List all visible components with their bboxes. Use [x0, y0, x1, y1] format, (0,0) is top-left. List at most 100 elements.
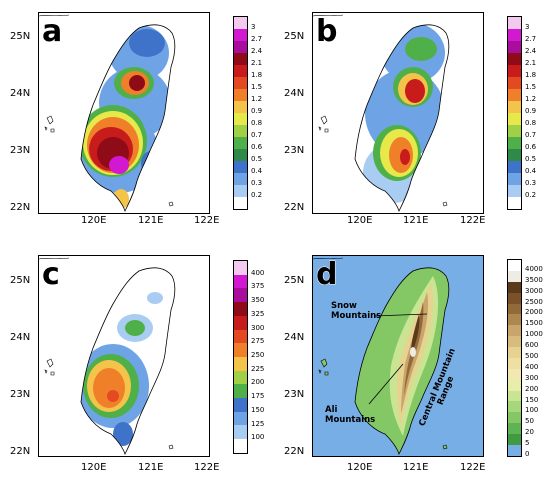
colorbar-swatch [508, 281, 521, 293]
colorbar-label: 2000 [525, 308, 543, 317]
colorbar-label: 3000 [525, 286, 543, 295]
colorbar-label: 2.4 [525, 47, 537, 55]
colorbar-label: 275 [251, 337, 265, 346]
colorbar-label: 200 [251, 378, 265, 387]
colorbar-swatch [508, 113, 521, 125]
colorbar-label: 200 [525, 384, 539, 393]
colorbar-label: 400 [251, 268, 265, 277]
colorbar-label: 175 [251, 392, 265, 401]
colorbar-swatch [234, 343, 247, 357]
colorbar-label: 2.1 [525, 59, 537, 67]
colorbar-swatch [234, 65, 247, 77]
colorbar-label: 300 [251, 323, 265, 332]
colorbar-label: 0.3 [251, 179, 263, 187]
colorbar-swatch [508, 292, 521, 304]
colorbar-label: 3 [525, 23, 530, 31]
colorbar-swatch [508, 101, 521, 113]
colorbar-swatch [508, 173, 521, 185]
colorbar-label: 0.5 [251, 155, 263, 163]
map-frame-d: d Snow Mountains Central Mountain Range Al… [312, 255, 484, 457]
colorbar-label: 350 [251, 296, 265, 305]
colorbar-swatch [508, 125, 521, 137]
colorbar-swatch [234, 329, 247, 344]
colorbar-swatch [234, 370, 247, 385]
colorbar-swatch [508, 434, 521, 445]
colorbar-swatch [508, 401, 521, 413]
lat-tick-d-22: 22N [284, 446, 305, 457]
colorbar-swatch [508, 149, 521, 161]
lon-tick-c-120: 120E [81, 462, 107, 473]
colorbar-label: 225 [251, 364, 265, 373]
colorbar-label: 4000 [525, 264, 543, 273]
colorbar-swatch [508, 423, 521, 434]
colorbar-swatch [234, 315, 247, 330]
colorbar-label: 0.2 [525, 191, 537, 199]
map-frame-a: a [38, 12, 210, 214]
colorbar-label: 325 [251, 309, 265, 318]
colorbar-swatch [508, 368, 521, 380]
snow-mountains-label: Snow Mountains [331, 301, 382, 321]
lon-tick-d-122: 122E [460, 462, 486, 473]
colorbar-swatch [508, 77, 521, 89]
colorbar-swatch [508, 357, 521, 369]
colorbar-swatch [234, 137, 247, 149]
colorbar-label: 300 [525, 373, 539, 382]
colorbar-swatch [234, 125, 247, 137]
colorbar-c [233, 260, 248, 454]
colorbar-label: 250 [251, 351, 265, 359]
colorbar-swatch [234, 149, 247, 161]
colorbar-label: 0.5 [525, 155, 537, 163]
colorbar-swatch [234, 53, 247, 65]
colorbar-label: 400 [525, 362, 539, 371]
lat-tick-a-25: 25N [10, 31, 31, 42]
colorbar-swatch [508, 444, 521, 456]
lat-tick-b-22: 22N [284, 202, 305, 213]
snow-mountains-leader [374, 313, 428, 317]
lat-tick-d-24: 24N [284, 332, 305, 343]
panel-label-a: a [41, 14, 63, 49]
panel-label-b: b [315, 14, 338, 49]
colorbar-label: 500 [525, 352, 539, 360]
colorbar-swatch [234, 384, 247, 399]
colorbar-swatch [234, 411, 247, 426]
colorbar-label: 600 [525, 341, 539, 350]
colorbar-swatch [234, 101, 247, 113]
colorbar-label: 20 [525, 428, 534, 437]
lat-tick-a-23: 23N [10, 145, 31, 156]
colorbar-swatch [508, 347, 521, 358]
lat-tick-c-22: 22N [10, 446, 31, 457]
colorbar-swatch [234, 77, 247, 89]
lon-tick-b-122: 122E [460, 215, 486, 226]
colorbar-swatch [508, 197, 521, 209]
colorbar-swatch [234, 197, 247, 209]
colorbar-swatch [508, 53, 521, 65]
colorbar-swatch [234, 398, 247, 412]
penghu-islands [44, 115, 55, 133]
lon-tick-d-120: 120E [347, 462, 373, 473]
colorbar-label: 1.2 [251, 95, 263, 103]
panel-label-c: c [42, 257, 61, 292]
colorbar-label: 0 [525, 450, 530, 458]
colorbar-swatch [234, 173, 247, 185]
lon-tick-d-121: 121E [403, 462, 429, 473]
colorbar-swatch [234, 425, 247, 440]
panel-label-d: d [315, 257, 338, 292]
colorbar-label: 3 [251, 23, 256, 31]
colorbar-swatch [234, 89, 247, 101]
colorbar-swatch [508, 161, 521, 173]
colorbar-label: 0.8 [525, 119, 537, 127]
ali-mountains-label: Ali Mountains [325, 405, 376, 425]
lon-tick-a-120: 120E [81, 215, 107, 226]
colorbar-label: 150 [251, 405, 265, 414]
colorbar-label: 1.2 [525, 95, 537, 103]
colorbar-label: 0.9 [251, 107, 263, 115]
colorbar-label: 150 [525, 395, 539, 404]
lon-tick-c-121: 121E [138, 462, 164, 473]
colorbar-label: 125 [251, 419, 265, 428]
colorbar-label: 100 [525, 406, 539, 415]
colorbar-swatch [508, 336, 521, 347]
colorbar-label: 5 [525, 439, 530, 448]
colorbar-label: 0.9 [525, 107, 537, 115]
colorbar-swatch [508, 17, 521, 29]
colorbar-label: 1.5 [251, 83, 263, 91]
